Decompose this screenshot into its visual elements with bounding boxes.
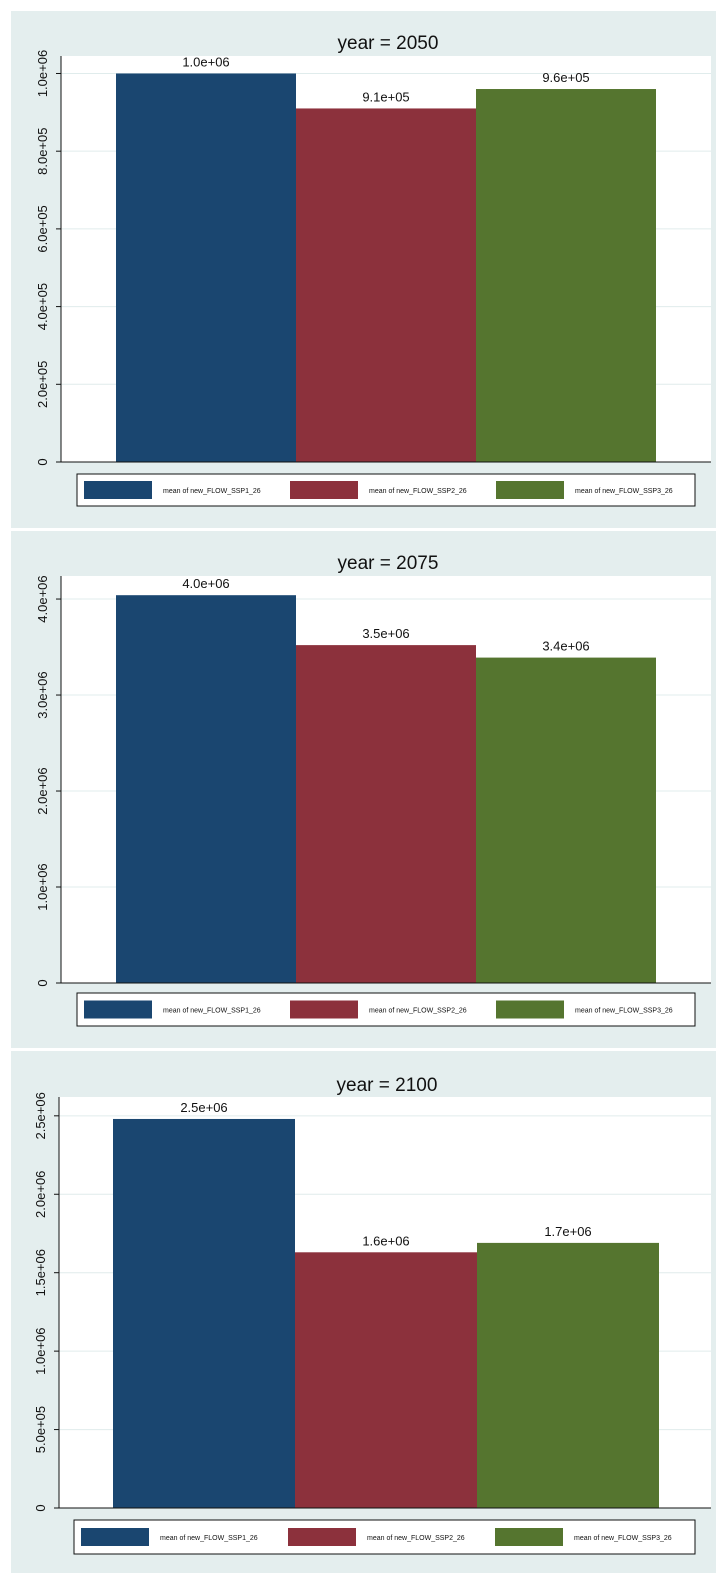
y-tick-label: 1.5e+06	[33, 1249, 48, 1296]
legend-swatch-ssp3	[496, 1000, 564, 1019]
bar-ssp3	[477, 1242, 659, 1508]
legend-label-ssp3: mean of new_FLOW_SSP3_26	[575, 1008, 673, 1015]
legend-label-ssp2: mean of new_FLOW_SSP2_26	[369, 488, 467, 495]
legend-box	[76, 473, 696, 507]
legend-swatch-ssp2	[290, 481, 358, 499]
bar-value-label: 1.7e+06	[544, 1224, 591, 1239]
legend-swatch-ssp1	[84, 1000, 152, 1019]
bar-ssp1	[113, 1118, 295, 1508]
bar-value-label: 9.6e+05	[542, 70, 589, 85]
legend-label-ssp1: mean of new_FLOW_SSP1_26	[163, 488, 261, 495]
bar-value-label: 2.5e+06	[180, 1100, 227, 1115]
legend-label-ssp1: mean of new_FLOW_SSP1_26	[163, 1008, 261, 1015]
legend-swatch-ssp1	[81, 1528, 149, 1546]
chart-panel-2100: 2.5e+06 1.6e+06 1.7e+06 0 5.0e+05 1.0e+06 1.5e…	[11, 1051, 716, 1573]
y-tick-label: 5.0e+05	[33, 1406, 48, 1453]
bar-value-label: 4.0e+06	[182, 576, 229, 591]
y-tick-label: 2.0e+06	[35, 767, 50, 814]
bar-ssp2	[296, 645, 476, 983]
chart-title: year = 2050	[338, 33, 439, 54]
legend-swatch-ssp2	[290, 1000, 358, 1019]
bar-value-label: 1.0e+06	[182, 54, 229, 69]
bar-ssp2	[296, 108, 476, 462]
legend-label-ssp1: mean of new_FLOW_SSP1_26	[160, 1535, 258, 1542]
legend-swatch-ssp3	[496, 481, 564, 499]
y-tick-label: 0	[35, 979, 50, 986]
chart-title: year = 2075	[338, 553, 439, 574]
y-tick-label: 1.0e+06	[35, 863, 50, 910]
bar-ssp3	[476, 657, 656, 983]
y-tick-label: 3.0e+06	[35, 671, 50, 718]
y-tick-label: 2.0e+05	[35, 361, 50, 408]
y-tick-label: 1.0e+06	[35, 50, 50, 97]
y-tick-label: 0	[35, 458, 50, 465]
legend-label-ssp3: mean of new_FLOW_SSP3_26	[575, 488, 673, 495]
y-tick-label: 4.0e+06	[35, 575, 50, 622]
bar-ssp2	[295, 1252, 477, 1508]
legend-box	[73, 1519, 696, 1555]
y-tick-label: 2.5e+06	[33, 1092, 48, 1139]
bar-value-label: 3.4e+06	[542, 639, 589, 654]
legend-label-ssp2: mean of new_FLOW_SSP2_26	[369, 1008, 467, 1015]
bar-ssp1	[116, 595, 296, 983]
chart-svg-2100: 2.5e+06 1.6e+06 1.7e+06 0 5.0e+05 1.0e+06 1.5e…	[33, 1075, 711, 1555]
bar-ssp3	[476, 89, 656, 462]
y-tick-label: 6.0e+05	[35, 205, 50, 252]
y-tick-label: 0	[33, 1504, 48, 1511]
chart-title: year = 2100	[337, 1075, 438, 1096]
bar-value-label: 9.1e+05	[362, 89, 409, 104]
y-tick-label: 2.0e+06	[33, 1171, 48, 1218]
chart-panel-2075: 4.0e+06 3.5e+06 3.4e+06 0 1.0e+06 2.0e+06 3.0e…	[11, 531, 716, 1048]
bar-value-label: 1.6e+06	[362, 1233, 409, 1248]
chart-panel-2050: 1.0e+06 9.1e+05 9.6e+05 0 2.0e+05 4.0e+05 6.0e…	[11, 11, 716, 528]
legend-box	[76, 992, 696, 1027]
chart-svg-2050: 1.0e+06 9.1e+05 9.6e+05 0 2.0e+05 4.0e+05 6.0e…	[35, 33, 711, 507]
y-tick-label: 4.0e+05	[35, 283, 50, 330]
chart-svg-2075: 4.0e+06 3.5e+06 3.4e+06 0 1.0e+06 2.0e+06 3.0e…	[35, 553, 711, 1027]
y-tick-label: 1.0e+06	[33, 1327, 48, 1374]
bar-ssp1	[116, 73, 296, 463]
y-tick-label: 8.0e+05	[35, 128, 50, 175]
bar-value-label: 3.5e+06	[362, 626, 409, 641]
legend-swatch-ssp3	[495, 1528, 563, 1546]
legend-label-ssp3: mean of new_FLOW_SSP3_26	[574, 1535, 672, 1542]
legend-swatch-ssp1	[84, 481, 152, 499]
legend-label-ssp2: mean of new_FLOW_SSP2_26	[367, 1535, 465, 1542]
legend-swatch-ssp2	[288, 1528, 356, 1546]
